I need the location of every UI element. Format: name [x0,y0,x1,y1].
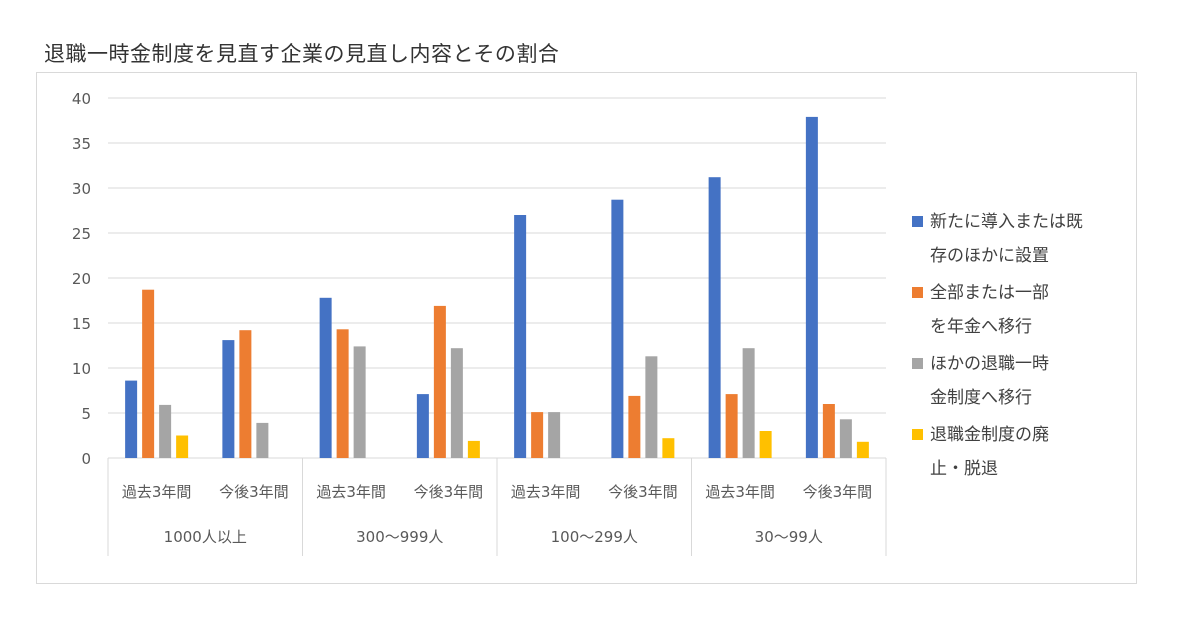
x-category-label: 過去3年間 [316,483,386,501]
bar-series-4 [176,435,189,458]
bar-series-2 [142,289,155,458]
y-tick-label: 40 [72,90,91,108]
bar-series-3 [645,356,658,458]
legend-swatch-series-3 [912,358,923,369]
legend-swatch-series-2 [912,287,923,298]
legend-label: ほかの退職一時 金制度へ移行 [930,354,1049,408]
y-tick-label: 30 [72,180,91,198]
chart-frame [36,72,1137,584]
bar-series-1 [708,177,721,458]
legend-item: ほかの退職一時 金制度へ移行 [912,347,1142,415]
x-category-label: 過去3年間 [511,483,581,501]
bar-series-1 [125,380,138,458]
x-group-label: 30〜99人 [755,528,823,546]
x-category-label: 今後3年間 [803,483,873,501]
bar-series-1 [805,116,818,459]
legend: 新たに導入または既 存のほかに設置 全部または一部 を年金へ移行 ほかの退職一時… [912,205,1142,489]
y-tick-label: 15 [72,315,91,333]
bar-series-3 [353,346,366,458]
bar-series-1 [416,394,429,458]
y-tick-label: 0 [81,450,91,468]
x-category-label: 今後3年間 [219,483,289,501]
chart-title: 退職一時金制度を見直す企業の見直し内容とその割合 [44,42,560,66]
legend-swatch-series-4 [912,429,923,440]
bar-series-4 [467,440,480,458]
legend-item: 全部または一部 を年金へ移行 [912,276,1142,344]
bar-series-1 [222,340,235,458]
bar-series-2 [336,329,349,458]
bar-series-3 [159,404,172,458]
bar-series-2 [628,395,641,458]
x-group-label: 300〜999人 [356,528,443,546]
x-category-label: 今後3年間 [414,483,484,501]
bar-series-4 [662,438,675,458]
legend-item: 退職金制度の廃 止・脱退 [912,418,1142,486]
bar-series-2 [239,330,252,458]
bar-series-4 [856,441,869,458]
y-tick-label: 10 [72,360,91,378]
x-category-label: 過去3年間 [122,483,192,501]
y-tick-label: 5 [81,405,91,423]
x-category-label: 過去3年間 [705,483,775,501]
bar-series-2 [531,412,544,458]
legend-label: 新たに導入または既 存のほかに設置 [930,212,1083,266]
bar-series-1 [319,297,332,458]
y-tick-label: 35 [72,135,91,153]
bar-series-3 [450,348,463,458]
legend-item: 新たに導入または既 存のほかに設置 [912,205,1142,273]
bar-series-4 [759,431,772,458]
bar-series-2 [725,394,738,458]
bar-series-2 [433,305,446,458]
y-tick-label: 20 [72,270,91,288]
bar-series-2 [822,404,835,458]
bar-series-1 [514,215,527,458]
bar-series-1 [611,199,624,458]
bar-series-3 [839,419,852,458]
legend-label: 全部または一部 を年金へ移行 [930,283,1049,337]
y-tick-label: 25 [72,225,91,243]
x-group-label: 100〜299人 [551,528,638,546]
legend-swatch-series-1 [912,216,923,227]
x-group-label: 1000人以上 [164,528,247,546]
bar-series-3 [256,422,269,458]
legend-label: 退職金制度の廃 止・脱退 [930,425,1049,479]
bar-series-3 [742,348,755,458]
bar-series-3 [548,412,561,458]
x-category-label: 今後3年間 [608,483,678,501]
